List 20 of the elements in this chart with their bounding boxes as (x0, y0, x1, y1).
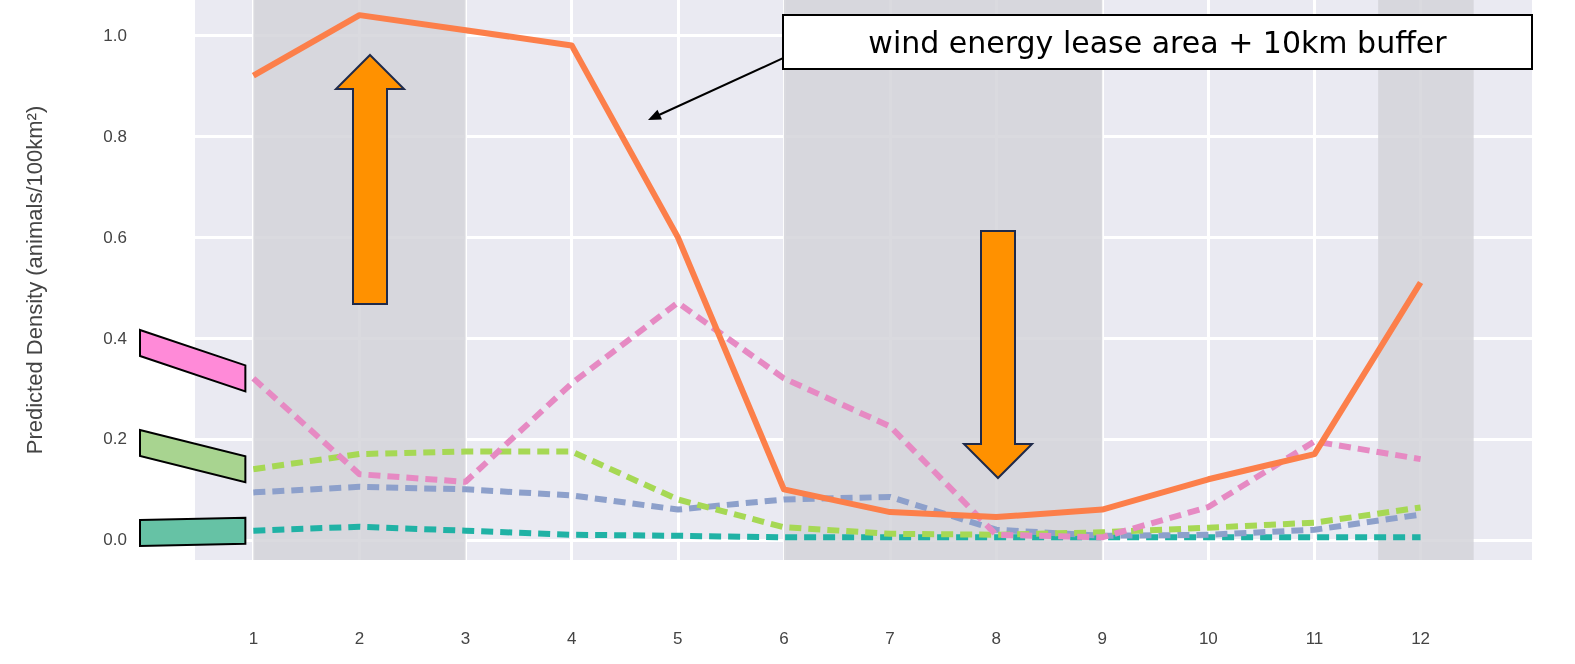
x-tick-label: 6 (779, 629, 789, 648)
y-tick-label: 0.6 (103, 227, 127, 247)
x-tick-label: 2 (354, 629, 365, 648)
y-tick-label: 0.8 (103, 126, 127, 146)
y-axis-title: Predicted Density (animals/100km²) (21, 105, 47, 455)
y-tick-label: 0.4 (103, 328, 127, 348)
x-tick-label: 9 (1097, 629, 1107, 648)
x-tick-label: 12 (1411, 629, 1431, 648)
y-tick-label: 1.0 (103, 25, 127, 45)
x-tick-label: 8 (991, 629, 1001, 648)
x-tick-label: 1 (248, 629, 259, 648)
x-tick-label: 10 (1198, 629, 1218, 648)
annotation: wind energy lease area + 10km buffer (868, 25, 1448, 60)
x-tick-label: 5 (673, 629, 683, 648)
x-tick-label: 3 (460, 629, 471, 648)
x-tick-label: 11 (1305, 629, 1324, 648)
y-tick-label: 0.0 (103, 530, 127, 550)
x-tick-label: 4 (566, 629, 577, 648)
x-tick-label: 7 (885, 629, 895, 648)
y-tick-label: 0.2 (103, 429, 127, 449)
